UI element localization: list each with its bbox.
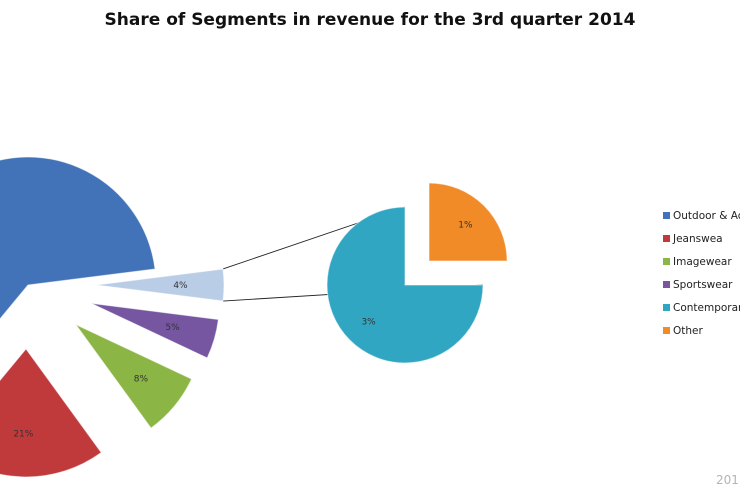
- chart-legend: Outdoor & Ac Jeanswea Imagewear Sportswear C…: [663, 204, 740, 342]
- legend-item-imagewear: Imagewear: [663, 250, 740, 273]
- legend-item-jeanswea: Jeanswea: [663, 227, 740, 250]
- legend-label: Contemporar: [673, 301, 740, 314]
- main-slice-outdoor-ac: [0, 156, 156, 320]
- legend-item-sportswear: Sportswear: [663, 273, 740, 296]
- legend-swatch: [663, 281, 670, 288]
- main-label-sportswear: 5%: [165, 323, 180, 333]
- main-label-other-combined: 4%: [173, 281, 188, 291]
- main-label-jeanswea: 21%: [13, 429, 33, 439]
- main-slice-sportswear: [91, 302, 219, 359]
- legend-item-other: Other: [663, 319, 740, 342]
- legend-label: Other: [673, 324, 703, 337]
- main-slice-jeanswea: [0, 348, 102, 478]
- legend-item-contemporar: Contemporar: [663, 296, 740, 319]
- legend-swatch: [663, 212, 670, 219]
- legend-swatch: [663, 258, 670, 265]
- legend-swatch: [663, 327, 670, 334]
- main-slice-imagewear: [75, 324, 193, 429]
- chart-title: Share of Segments in revenue for the 3rd…: [104, 10, 636, 30]
- secondary-slice-contemporar: [326, 206, 484, 364]
- main-slice-other-combined: [95, 268, 225, 302]
- legend-swatch: [663, 235, 670, 242]
- legend-label: Outdoor & Ac: [673, 209, 740, 222]
- main-label-imagewear: 8%: [134, 374, 149, 384]
- secondary-label-contemporar: 3%: [361, 317, 376, 327]
- legend-swatch: [663, 304, 670, 311]
- secondary-slice-other: [428, 182, 508, 262]
- legend-label: Imagewear: [673, 255, 732, 268]
- watermark: 201: [716, 473, 739, 487]
- secondary-label-other: 1%: [458, 221, 473, 231]
- legend-label: Jeanswea: [673, 232, 723, 245]
- legend-label: Sportswear: [673, 278, 733, 291]
- legend-item-outdoor-ac: Outdoor & Ac: [663, 204, 740, 227]
